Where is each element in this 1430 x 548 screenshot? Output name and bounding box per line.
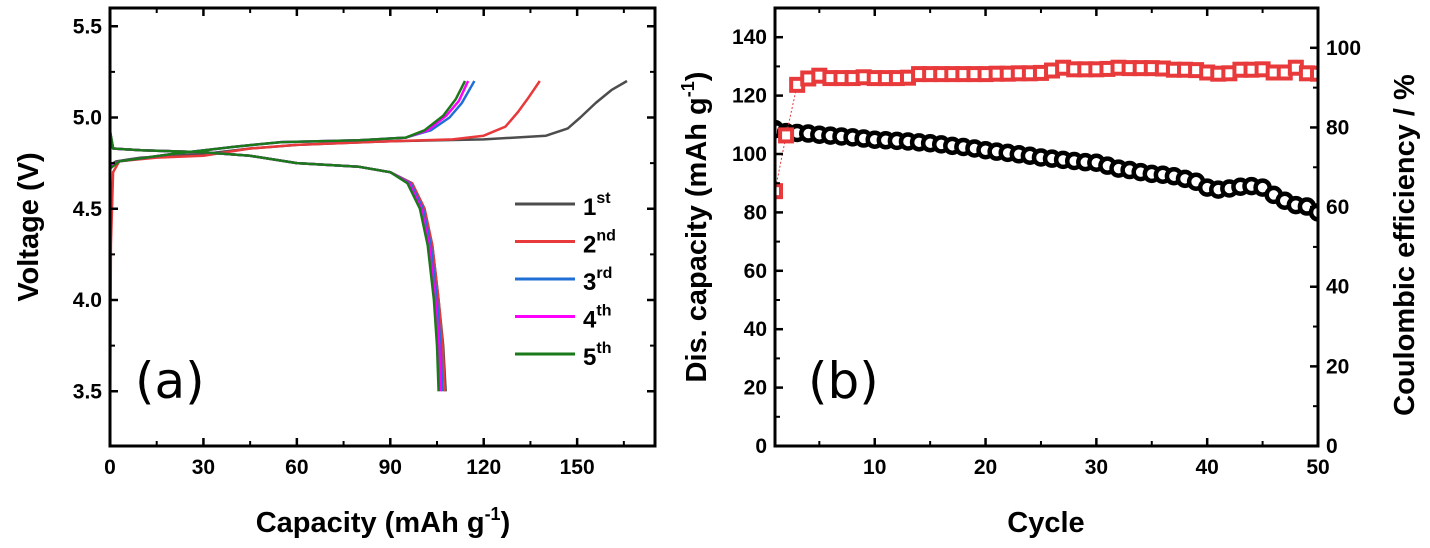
legend-label-num: 4 — [583, 307, 597, 334]
legend-label-sup: th — [596, 340, 611, 357]
y-axis-title-b-sup: -1 — [678, 81, 698, 97]
y-tick-label-a: 5.5 — [73, 15, 103, 38]
y-tick-label-a: 4.5 — [73, 198, 103, 221]
x-tick-label-b: 40 — [1196, 456, 1219, 479]
legend-label-sup: nd — [596, 228, 616, 245]
y-tick-label-b: 80 — [744, 201, 767, 224]
y-tick-label-b: 120 — [732, 85, 767, 108]
capacity-point — [1308, 203, 1318, 222]
legend-label-num: 5 — [583, 344, 596, 371]
x-axis-title-a: Capacity (mAh g-1) — [256, 504, 511, 539]
y-axis-title-b-end: ) — [681, 72, 713, 82]
series-5-discharge-curve — [108, 130, 440, 392]
plot-frame-a — [108, 6, 657, 448]
x-tick-label-a: 60 — [285, 456, 308, 479]
series-2-charge-curve — [108, 80, 541, 447]
x-axis-title-a-main: Capacity (mAh g — [256, 507, 485, 539]
legend-label-sup: rd — [596, 265, 612, 282]
x-axis-title-a-end: ) — [501, 507, 511, 539]
x-tick-label-b: 50 — [1306, 456, 1329, 479]
legend-label-sup: th — [596, 303, 611, 320]
x-tick-label-b: 10 — [863, 456, 886, 479]
y2-tick-label-b: 0 — [1326, 435, 1338, 458]
legend-label-num: 3 — [583, 269, 596, 296]
y-tick-label-b: 20 — [744, 377, 767, 400]
y-axis-title-b-main: Dis. capacity (mAh g — [681, 97, 713, 382]
y-tick-label-b: 140 — [732, 26, 767, 49]
y-axis-title-b-right: Coulombic efficiency / % — [1389, 74, 1421, 416]
y-tick-label-b: 100 — [732, 143, 767, 166]
y2-tick-label-b: 80 — [1326, 116, 1349, 139]
panel-a: 0 30 60 90 120 1503.54.04.55.05.51st2nd3rd4th… — [73, 6, 657, 479]
y-axis-title-a: Voltage (V) — [13, 152, 45, 301]
x-tick-label-a: 30 — [192, 456, 215, 479]
x-axis-title-b: Cycle — [1007, 507, 1084, 539]
x-tick-label-a: 0 — [104, 456, 116, 479]
y-tick-label-a: 5.0 — [73, 107, 102, 130]
panel-label-a: (a) — [135, 352, 205, 410]
y-tick-label-b: 60 — [744, 260, 767, 283]
x-axis-title-a-sup: -1 — [485, 504, 501, 524]
y2-tick-label-b: 40 — [1326, 276, 1349, 299]
x-tick-label-b: 30 — [1085, 456, 1108, 479]
series-5-charge-curve — [109, 80, 467, 170]
legend-label-4: 4th — [583, 303, 611, 334]
plot-area-b — [775, 59, 1318, 222]
y2-tick-label-b: 20 — [1326, 355, 1349, 378]
y2-tick-label-b: 100 — [1326, 37, 1361, 60]
legend-label-1: 1st — [583, 190, 611, 221]
legend-label-3: 3rd — [583, 265, 612, 296]
x-tick-label-b: 20 — [974, 456, 997, 479]
y-tick-label-a: 4.0 — [73, 289, 102, 312]
legend-label-num: 1 — [583, 194, 596, 221]
y2-tick-label-b: 60 — [1326, 196, 1349, 219]
legend-label-2: 2nd — [583, 228, 616, 259]
legend-label-sup: st — [596, 190, 611, 207]
x-tick-label-a: 150 — [560, 456, 595, 479]
panel-label-b: (b) — [808, 352, 879, 410]
x-tick-label-a: 120 — [466, 456, 501, 479]
y-axis-title-b-left: Dis. capacity (mAh g-1) — [678, 72, 713, 383]
efficiency-point — [778, 127, 795, 144]
plot-frame-b — [773, 6, 1320, 448]
legend-label-5: 5th — [583, 340, 611, 371]
legend-label-num: 2 — [583, 232, 596, 259]
x-tick-label-a: 90 — [379, 456, 402, 479]
efficiency-point — [1310, 65, 1318, 82]
efficiency-point — [775, 183, 783, 200]
y-tick-label-b: 40 — [744, 318, 767, 341]
y-tick-label-a: 3.5 — [73, 380, 103, 403]
y-tick-label-b: 0 — [755, 435, 767, 458]
